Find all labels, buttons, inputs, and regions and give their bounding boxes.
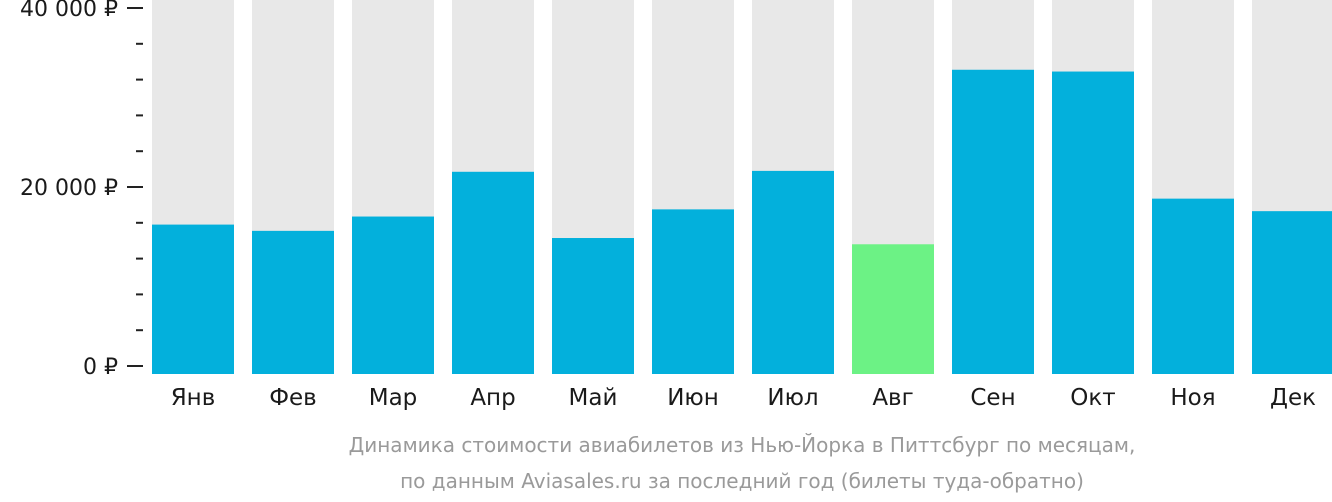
bar-month-5 bbox=[552, 238, 634, 374]
x-tick-label-month-12: Дек bbox=[1270, 385, 1316, 411]
caption-line-1: Динамика стоимости авиабилетов из Нью-Йо… bbox=[349, 433, 1136, 457]
bar-month-11 bbox=[1152, 198, 1234, 374]
bars bbox=[152, 69, 1332, 375]
bar-month-4 bbox=[452, 171, 534, 374]
bar-month-12 bbox=[1252, 211, 1332, 374]
x-tick-label-month-11: Ноя bbox=[1170, 385, 1215, 411]
x-tick-label-month-6: Июн bbox=[667, 385, 719, 411]
bar-month-9 bbox=[952, 69, 1034, 374]
x-tick-label-month-9: Сен bbox=[970, 385, 1015, 411]
x-tick-label-month-5: Май bbox=[569, 385, 618, 411]
y-tick-label-0: 0 ₽ bbox=[83, 355, 118, 380]
y-axis: 0 ₽ 20 000 ₽ 40 000 ₽ bbox=[20, 0, 143, 380]
y-tick-label-2: 40 000 ₽ bbox=[20, 0, 118, 22]
bar-month-2 bbox=[252, 230, 334, 374]
caption-line-2: по данным Aviasales.ru за последний год … bbox=[400, 469, 1084, 493]
x-tick-label-month-4: Апр bbox=[470, 385, 515, 411]
x-tick-label-month-8: Авг bbox=[872, 385, 913, 411]
bar-month-7 bbox=[752, 170, 834, 374]
y-tick-label-1: 20 000 ₽ bbox=[20, 176, 118, 201]
x-tick-label-month-10: Окт bbox=[1070, 385, 1115, 411]
bar-month-10 bbox=[1052, 71, 1134, 375]
x-axis: Янв Фев Мар Апр Май Июн Июл Авг Сен Окт Ноя Дек bbox=[171, 385, 1316, 411]
bar-month-6 bbox=[652, 209, 734, 374]
x-tick-label-month-1: Янв bbox=[171, 385, 216, 411]
x-tick-label-month-7: Июл bbox=[767, 385, 818, 411]
chart-caption: Динамика стоимости авиабилетов из Нью-Йо… bbox=[349, 433, 1136, 493]
x-tick-label-month-2: Фев bbox=[269, 385, 317, 411]
bar-month-3 bbox=[352, 216, 434, 374]
bar-month-1 bbox=[152, 224, 234, 374]
bar-month-8 bbox=[852, 244, 934, 374]
x-tick-label-month-3: Мар bbox=[369, 385, 418, 411]
